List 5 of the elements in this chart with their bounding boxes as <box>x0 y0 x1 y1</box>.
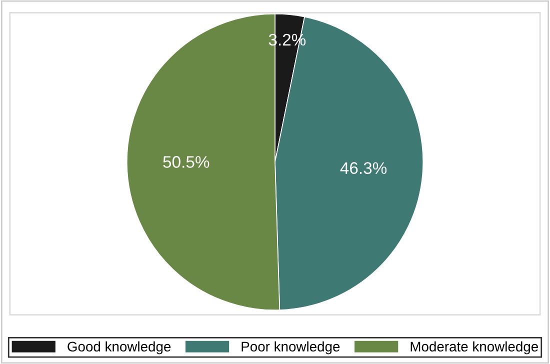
legend-label: Poor knowledge <box>242 341 340 354</box>
data-label: 50.5% <box>163 156 210 168</box>
legend-label: Good knowledge <box>68 341 171 354</box>
data-label: 46.3% <box>340 162 387 174</box>
legend-label: Moderate knowledge <box>410 341 538 354</box>
